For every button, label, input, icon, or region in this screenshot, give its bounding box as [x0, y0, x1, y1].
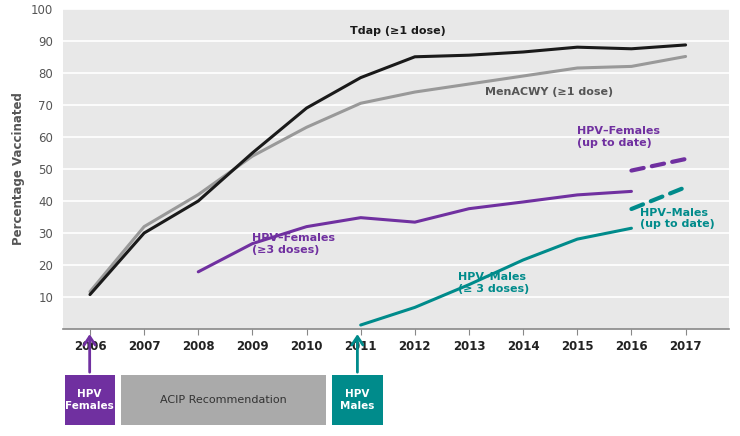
- Text: HPV
Males: HPV Males: [340, 389, 374, 411]
- Text: HPV–Females
(up to date): HPV–Females (up to date): [577, 126, 660, 148]
- Text: HPV–Males
(up to date): HPV–Males (up to date): [639, 208, 714, 229]
- Y-axis label: Percentage Vaccinated: Percentage Vaccinated: [13, 92, 25, 245]
- Text: Tdap (≥1 dose): Tdap (≥1 dose): [350, 26, 445, 36]
- Text: HPV–Females
(≥3 doses): HPV–Females (≥3 doses): [252, 233, 335, 255]
- Text: MenACWY (≥1 dose): MenACWY (≥1 dose): [485, 87, 613, 97]
- Text: HPV
Females: HPV Females: [65, 389, 114, 411]
- Text: HPV–Males
(≥ 3 doses): HPV–Males (≥ 3 doses): [458, 272, 529, 293]
- Text: ACIP Recommendation: ACIP Recommendation: [160, 395, 287, 405]
